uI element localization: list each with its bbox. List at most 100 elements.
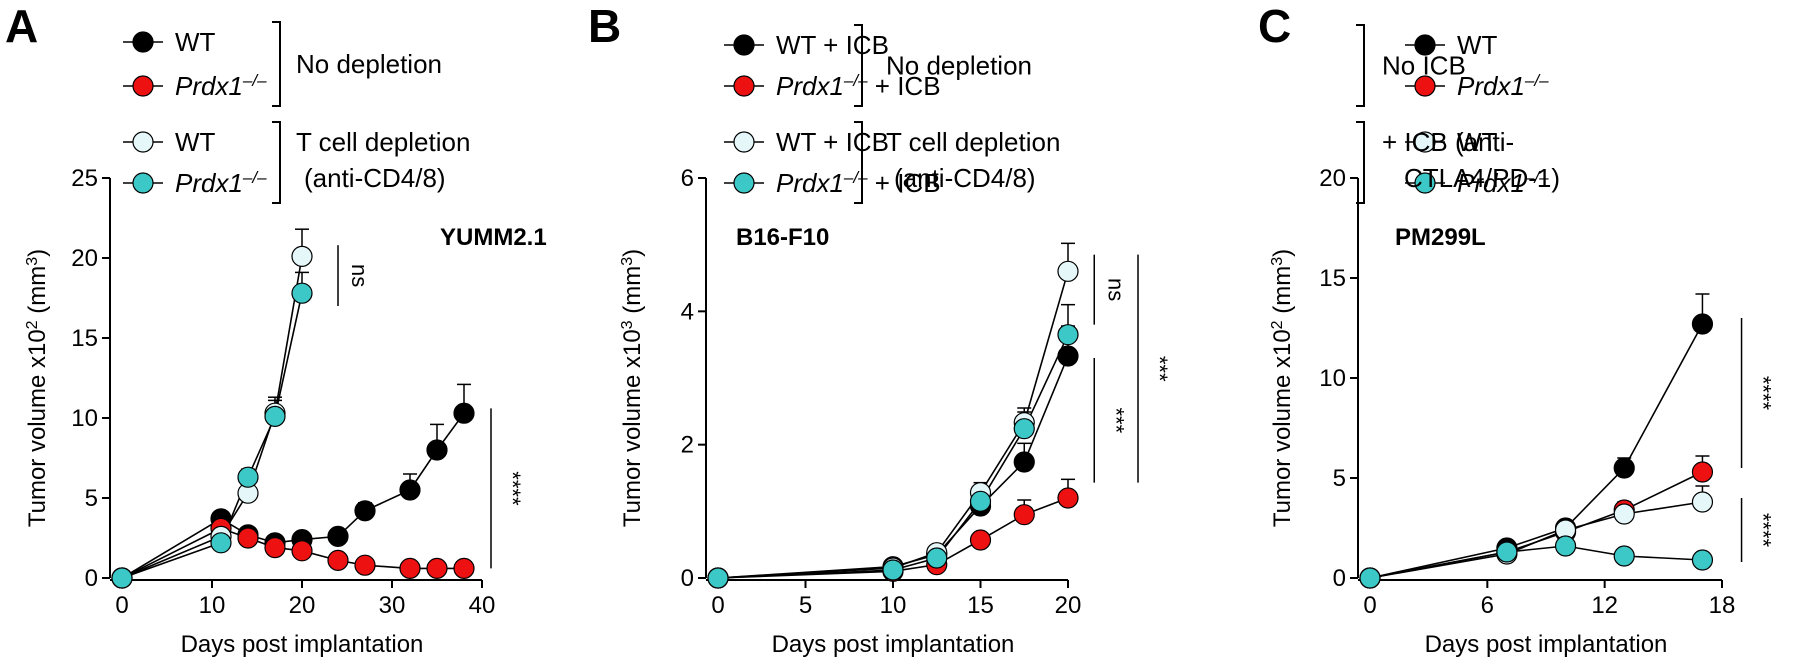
data-point xyxy=(264,536,286,559)
x-tick-label: 15 xyxy=(967,592,994,619)
x-tick-label: 10 xyxy=(199,592,226,619)
x-axis-label: Days post implantation xyxy=(1425,631,1668,658)
y-axis-label: Tumor volume x102 (mm3) xyxy=(1269,249,1297,527)
legend-marker xyxy=(132,31,154,53)
panel-b: B 0 2 4 6 0 5 10 15 20 Days post implantation Tumor… xyxy=(588,0,1172,658)
data-point xyxy=(1057,260,1079,282)
data-point xyxy=(354,554,376,576)
x-tick-label: 10 xyxy=(880,592,907,619)
data-point xyxy=(1057,487,1079,509)
data-point xyxy=(327,549,349,572)
legend-entry-label: WT xyxy=(175,127,216,157)
cell-line-label: PM299L xyxy=(1395,224,1486,251)
legend-entry-label: Prdx1–/– + ICB xyxy=(776,168,941,199)
legend-marker xyxy=(1414,75,1436,97)
legend-bracket xyxy=(854,24,863,107)
y-tick-label: 15 xyxy=(1319,265,1346,292)
data-point xyxy=(264,405,286,427)
panel-a: A 0 5 10 15 20 25 0 10 20 30 40 Days post implantati… xyxy=(5,0,547,658)
legend-bracket xyxy=(272,121,281,204)
legend-entry-label: WT xyxy=(175,27,216,57)
legend-entry-label: WT + ICB xyxy=(776,127,889,157)
data-point xyxy=(707,567,729,589)
legend-bracket xyxy=(272,21,281,107)
series-line xyxy=(717,271,1069,579)
cell-line-label: YUMM2.1 xyxy=(440,224,547,251)
data-point xyxy=(291,245,313,267)
data-point xyxy=(327,525,349,548)
data-point xyxy=(237,527,259,549)
data-point xyxy=(1691,491,1714,513)
group-label: T cell depletion (anti-CD4/8) xyxy=(886,127,1060,193)
y-tick-label: 0 xyxy=(1333,565,1346,592)
significance-label: **** xyxy=(1751,513,1776,548)
y-tick-label: 25 xyxy=(71,165,98,192)
series-line xyxy=(1369,323,1704,579)
y-axis-label: Tumor volume x102 (mm3) xyxy=(24,249,52,527)
significance-label: **** xyxy=(1751,376,1776,411)
y-tick-label: 5 xyxy=(85,485,98,512)
legend-entry-label: WT + ICB xyxy=(776,30,889,60)
panel-c: C 0 5 10 15 20 0 6 12 18 Days post implantation Tum… xyxy=(1258,0,1776,658)
data-point xyxy=(1691,313,1714,335)
data-point xyxy=(1013,504,1035,526)
legend-entry-label: WT xyxy=(1457,30,1498,60)
y-tick-label: 4 xyxy=(681,298,694,325)
x-tick-label: 0 xyxy=(115,592,128,619)
panel-letter: C xyxy=(1258,0,1291,52)
y-tick-label: 2 xyxy=(681,432,694,459)
x-axis-label: Days post implantation xyxy=(181,631,424,658)
y-tick-label: 10 xyxy=(71,405,98,432)
data-point xyxy=(453,402,475,424)
data-point xyxy=(399,479,421,501)
series-line xyxy=(717,334,1069,579)
data-point xyxy=(1359,567,1381,589)
y-tick-label: 20 xyxy=(1319,165,1346,192)
group-label: T cell depletion (anti-CD4/8) xyxy=(296,127,470,193)
x-tick-label: 0 xyxy=(1363,592,1376,619)
legend-entry-label: Prdx1–/– + ICB xyxy=(776,71,941,102)
x-tick-label: 12 xyxy=(1591,592,1618,619)
data-point xyxy=(926,547,948,569)
data-point xyxy=(1013,418,1035,440)
data-point xyxy=(882,559,904,581)
legend-marker xyxy=(1414,172,1436,194)
data-point xyxy=(399,557,421,580)
significance-label: ns xyxy=(1103,278,1128,301)
significance-label: *** xyxy=(1147,356,1172,382)
data-point xyxy=(426,557,448,580)
x-tick-label: 30 xyxy=(379,592,406,619)
data-point xyxy=(291,282,313,304)
panel-letter: B xyxy=(588,0,621,52)
group-label: No ICB xyxy=(1382,51,1466,81)
x-tick-label: 20 xyxy=(289,592,316,619)
significance-label: **** xyxy=(500,471,525,506)
x-tick-label: 5 xyxy=(799,592,812,619)
x-tick-label: 6 xyxy=(1481,592,1494,619)
data-point xyxy=(111,567,133,589)
data-point xyxy=(969,490,992,512)
x-axis-label: Days post implantation xyxy=(772,631,1015,658)
legend-entry-label: Prdx1–/– xyxy=(1457,71,1549,102)
legend-bracket xyxy=(1356,24,1365,107)
data-point xyxy=(1013,451,1035,473)
legend-marker xyxy=(132,131,154,153)
legend-bracket xyxy=(1356,121,1365,204)
x-tick-label: 18 xyxy=(1709,592,1736,619)
series-line xyxy=(1369,471,1703,579)
data-point xyxy=(1613,457,1635,479)
data-point xyxy=(969,529,992,551)
y-tick-label: 0 xyxy=(85,565,98,592)
legend-marker xyxy=(132,75,154,97)
legend-entry-label: WT xyxy=(1457,127,1498,157)
y-tick-label: 20 xyxy=(71,245,98,272)
y-tick-label: 0 xyxy=(681,565,694,592)
data-point xyxy=(426,439,448,461)
legend-marker xyxy=(733,172,755,194)
legend-marker xyxy=(733,75,755,97)
legend-marker xyxy=(132,172,154,194)
data-point xyxy=(1496,541,1518,563)
panel-letter: A xyxy=(5,0,38,52)
y-tick-label: 10 xyxy=(1319,365,1346,392)
